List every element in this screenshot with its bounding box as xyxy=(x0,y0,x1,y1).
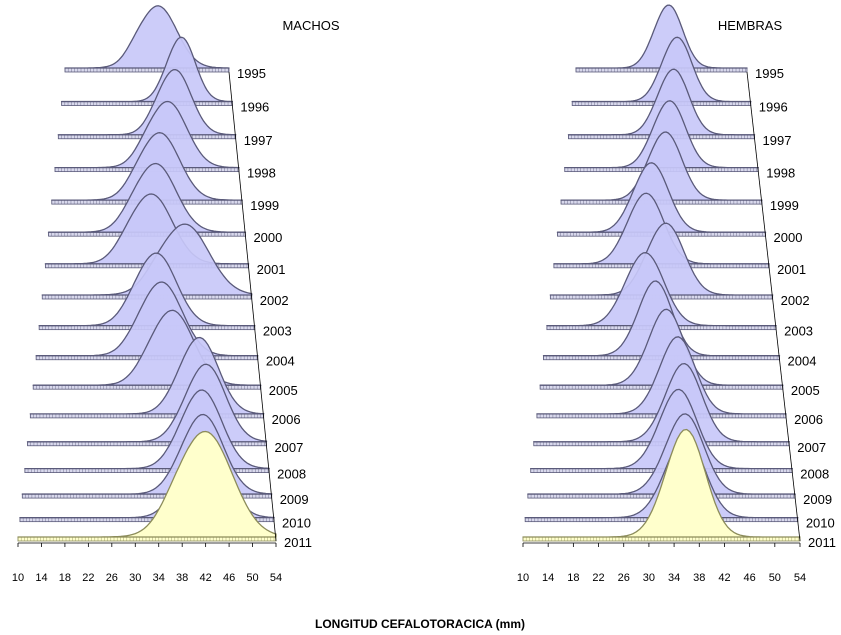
year-label-2003: 2003 xyxy=(263,324,292,339)
year-label-1998: 1998 xyxy=(766,166,795,181)
ridge-area-2001 xyxy=(44,193,250,265)
x-tick-label: 14 xyxy=(35,572,47,584)
ridge-area-1996 xyxy=(60,36,234,103)
x-tick-label: 38 xyxy=(693,572,705,584)
ridge-area-1999 xyxy=(560,131,763,201)
year-label-2010: 2010 xyxy=(282,516,311,531)
year-label-1999: 1999 xyxy=(250,198,279,213)
year-label-1999: 1999 xyxy=(770,198,799,213)
x-tick-label: 22 xyxy=(82,572,94,584)
ridge-area-2002 xyxy=(549,222,774,296)
year-label-1995: 1995 xyxy=(237,66,266,81)
x-tick-label: 46 xyxy=(744,572,756,584)
year-label-2004: 2004 xyxy=(266,354,295,369)
x-tick-label: 42 xyxy=(718,572,730,584)
ridge-area-2006 xyxy=(536,336,787,415)
x-tick-label: 10 xyxy=(12,572,24,584)
x-tick-label: 26 xyxy=(618,572,630,584)
year-label-1997: 1997 xyxy=(244,133,273,148)
ridge-area-1997 xyxy=(567,68,756,136)
panel-hembras: HEMBRAS 1995 1996 1997 1998 1999 2000 2001 2002 2… xyxy=(517,4,836,584)
ridge-area-1995 xyxy=(575,4,748,69)
x-tick-label: 42 xyxy=(200,572,212,584)
year-label-2001: 2001 xyxy=(777,262,806,277)
x-tick-label: 10 xyxy=(517,572,529,584)
x-tick-label: 18 xyxy=(59,572,71,584)
year-label-2011: 2011 xyxy=(808,535,836,550)
year-label-2005: 2005 xyxy=(791,383,820,398)
year-label-2003: 2003 xyxy=(784,324,813,339)
year-label-2008: 2008 xyxy=(800,467,829,482)
x-tick-label: 26 xyxy=(106,572,118,584)
x-tick-label: 30 xyxy=(129,572,141,584)
ridge-2011: 2011 xyxy=(522,428,836,550)
panel-title: MACHOS xyxy=(282,18,339,33)
ridge-2005: 2005 xyxy=(32,309,298,398)
ridge-area-2011 xyxy=(522,428,801,538)
panel-machos: MACHOS 1995 1996 1997 1998 1999 2000 2001 2002 20… xyxy=(12,5,340,584)
depth-axis-line xyxy=(228,71,277,542)
year-label-2000: 2000 xyxy=(774,230,803,245)
ridge-1996: 1996 xyxy=(60,36,269,115)
year-label-2000: 2000 xyxy=(253,230,282,245)
year-label-2007: 2007 xyxy=(274,440,303,455)
year-label-1996: 1996 xyxy=(240,100,269,115)
ridge-area-2000 xyxy=(556,162,767,233)
year-label-2005: 2005 xyxy=(269,383,298,398)
panel-title: HEMBRAS xyxy=(718,18,783,33)
x-tick-label: 34 xyxy=(668,572,680,584)
x-tick-label: 18 xyxy=(567,572,579,584)
depth-axis-line xyxy=(746,71,801,542)
year-label-2004: 2004 xyxy=(788,354,817,369)
year-label-2002: 2002 xyxy=(260,293,289,308)
ridge-area-1998 xyxy=(54,100,240,169)
year-label-1998: 1998 xyxy=(247,166,276,181)
year-label-2006: 2006 xyxy=(794,412,823,427)
year-label-2009: 2009 xyxy=(803,492,832,507)
year-label-2007: 2007 xyxy=(797,440,826,455)
ridge-area-2003 xyxy=(38,252,256,327)
ridge-area-1995 xyxy=(64,5,230,69)
ridge-area-2008 xyxy=(530,388,793,470)
x-tick-label: 46 xyxy=(223,572,235,584)
year-label-2011: 2011 xyxy=(284,535,312,550)
x-axis-label: LONGITUD CEFALOTORACICA (mm) xyxy=(315,617,525,631)
x-tick-label: 50 xyxy=(246,572,258,584)
year-label-1996: 1996 xyxy=(759,100,788,115)
ridge-area-1999 xyxy=(51,132,243,201)
year-label-2010: 2010 xyxy=(806,516,835,531)
ridge-area-2011 xyxy=(17,430,277,538)
x-tick-label: 54 xyxy=(270,572,282,584)
ridge-area-1997 xyxy=(57,68,237,136)
x-tick-label: 22 xyxy=(592,572,604,584)
x-tick-label: 34 xyxy=(153,572,165,584)
x-tick-label: 30 xyxy=(643,572,655,584)
year-label-1997: 1997 xyxy=(763,133,792,148)
ridge-area-2004 xyxy=(35,281,259,357)
year-label-2008: 2008 xyxy=(277,467,306,482)
x-tick-label: 14 xyxy=(542,572,554,584)
ridge-area-2005 xyxy=(539,308,784,386)
year-label-2002: 2002 xyxy=(781,293,810,308)
year-label-2001: 2001 xyxy=(257,262,286,277)
x-tick-label: 54 xyxy=(794,572,806,584)
ridge-area-1996 xyxy=(571,36,752,103)
year-label-1995: 1995 xyxy=(755,66,784,81)
x-tick-label: 38 xyxy=(176,572,188,584)
year-label-2006: 2006 xyxy=(272,412,301,427)
x-tick-label: 50 xyxy=(769,572,781,584)
year-label-2009: 2009 xyxy=(280,492,309,507)
